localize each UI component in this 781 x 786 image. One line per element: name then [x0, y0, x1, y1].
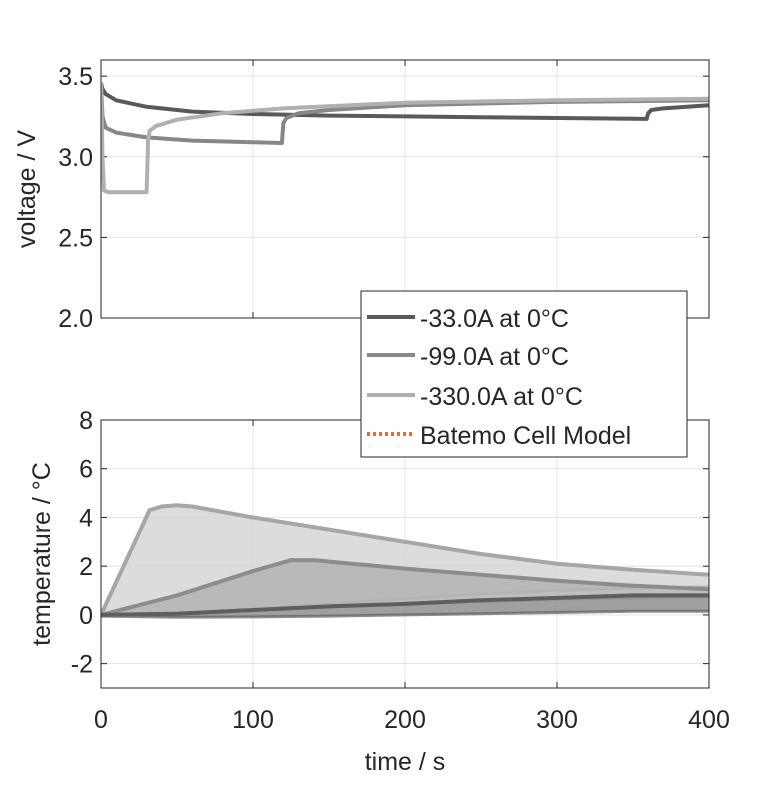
- legend-label-33A: -33.0A at 0°C: [420, 305, 569, 333]
- x-axis-label: time / s: [365, 748, 446, 776]
- x-tick-label: 0: [94, 706, 108, 734]
- plot-area: [101, 503, 709, 619]
- legend-label-99A: -99.0A at 0°C: [420, 343, 569, 371]
- y-tick-label: -2: [71, 651, 93, 679]
- legend: -33.0A at 0°C -99.0A at 0°C -330.0A at 0…: [360, 290, 688, 458]
- voltage-line-33-0A-at-0-C: [101, 82, 709, 121]
- y-tick-label: 2.0: [58, 305, 93, 333]
- y-tick-label: 6: [79, 456, 93, 484]
- legend-label-330A: -330.0A at 0°C: [420, 383, 583, 411]
- temperature-band-99-0A-at-0-C: [101, 560, 709, 615]
- x-tick-label: 300: [536, 706, 578, 734]
- y-tick-label: 0: [79, 602, 93, 630]
- temperature-upper-line-33-0A-at-0-C: [101, 593, 709, 617]
- plot-area: [101, 82, 709, 195]
- y-axis-label: temperature / °C: [28, 462, 56, 646]
- voltage-axes: 2.0 2.5 3.0 3.5 voltage / V: [13, 59, 710, 333]
- x-tick-label: 400: [688, 706, 730, 734]
- legend-label-batemo: Batemo Cell Model: [420, 422, 631, 450]
- voltage-line-330-0A-at-0-C: [101, 82, 709, 195]
- y-tick-label: 8: [79, 407, 93, 435]
- temperature-upper-line-330-0A-at-0-C: [101, 503, 709, 616]
- x-tick-label: 100: [232, 706, 274, 734]
- x-tick-label: 200: [384, 706, 426, 734]
- y-tick-label: 3.5: [58, 63, 93, 91]
- y-tick-label: 3.0: [58, 144, 93, 172]
- temperature-upper-line-99-0A-at-0-C: [101, 558, 709, 617]
- y-tick-label: 2.5: [58, 224, 93, 252]
- y-tick-label: 2: [79, 553, 93, 581]
- y-tick-label: 4: [79, 504, 93, 532]
- temperature-lower-line-33-0A-at-0-C: [101, 609, 709, 619]
- y-axis-label: voltage / V: [13, 130, 41, 248]
